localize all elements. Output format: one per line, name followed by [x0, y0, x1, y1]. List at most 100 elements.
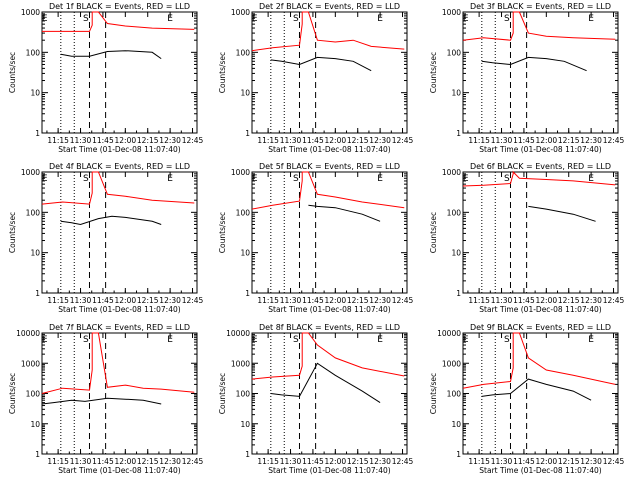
plot-frame [462, 11, 619, 134]
event-marker-label: E [252, 335, 258, 345]
y-tick-label: 100 [447, 48, 462, 57]
x-tick-label: 11:45 [513, 136, 535, 145]
events-series-line [60, 50, 162, 60]
y-tick-label: 1000 [231, 359, 250, 368]
event-marker-label: S [293, 174, 299, 184]
event-marker-label: E [377, 14, 383, 24]
x-axis-label: Start Time (01-Dec-08 11:07:40) [58, 466, 180, 475]
event-marker-label: E [377, 335, 383, 345]
event-marker-label: E [463, 14, 469, 24]
events-series-line [270, 362, 381, 404]
chart-panel-3: Det 3f BLACK = Events, RED = LLD Counts/s… [429, 2, 625, 154]
plot-frame [251, 332, 408, 455]
y-tick-label: 1000 [231, 168, 250, 177]
x-tick-label: 11:15 [47, 457, 69, 466]
y-axis-label: Counts/sec [218, 373, 227, 414]
y-axis-label: Counts/sec [218, 52, 227, 93]
x-tick-label: 12:45 [392, 296, 414, 305]
x-axis-label: Start Time (01-Dec-08 11:07:40) [268, 305, 390, 314]
events-series-line [528, 205, 596, 222]
event-marker-label: E [588, 335, 594, 345]
event-marker-label: S [504, 335, 510, 345]
lld-series-line [251, 332, 405, 380]
chart-title: Det 5f BLACK = Events, RED = LLD [259, 162, 400, 171]
chart-title: Det 7f BLACK = Events, RED = LLD [49, 323, 190, 332]
events-series-line [270, 56, 372, 72]
lld-series-line [462, 11, 616, 41]
x-tick-label: 12:30 [159, 136, 181, 145]
x-tick-label: 12:30 [159, 457, 181, 466]
x-tick-label: 12:30 [580, 457, 602, 466]
chart-title: Det 2f BLACK = Events, RED = LLD [259, 2, 400, 11]
event-marker-label: S [83, 14, 89, 24]
event-marker-label: E [167, 14, 173, 24]
x-tick-label: 12:00 [536, 136, 558, 145]
x-tick-label: 11:30 [70, 296, 92, 305]
x-tick-label: 12:00 [536, 296, 558, 305]
event-marker-label: E [42, 174, 48, 184]
event-marker-label: E [167, 174, 173, 184]
x-tick-label: 11:30 [280, 457, 302, 466]
y-tick-label: 1000 [442, 168, 461, 177]
x-tick-label: 12:30 [369, 296, 391, 305]
y-axis-label: Counts/sec [8, 52, 17, 93]
x-tick-label: 11:45 [92, 296, 114, 305]
events-series-line [60, 215, 162, 226]
x-tick-label: 12:15 [558, 457, 580, 466]
x-tick-label: 12:15 [137, 136, 159, 145]
lld-series-line [251, 171, 405, 210]
lld-series-line [462, 332, 616, 389]
chart-panel-7: Det 7f BLACK = Events, RED = LLD Counts/s… [8, 323, 204, 475]
y-axis-label: Counts/sec [8, 373, 17, 414]
x-tick-label: 12:30 [159, 296, 181, 305]
y-tick-label: 1000 [21, 168, 40, 177]
y-tick-label: 100 [236, 48, 251, 57]
y-tick-label: 100 [236, 208, 251, 217]
y-axis-label: Counts/sec [429, 212, 438, 253]
plot-frame [462, 171, 619, 294]
y-tick-label: 1 [245, 289, 250, 298]
x-tick-label: 12:15 [347, 296, 369, 305]
event-marker-label: S [504, 174, 510, 184]
x-tick-label: 11:30 [70, 136, 92, 145]
event-marker-label: S [83, 174, 89, 184]
y-axis-label: Counts/sec [429, 373, 438, 414]
x-tick-label: 11:30 [491, 457, 513, 466]
x-axis-label: Start Time (01-Dec-08 11:07:40) [479, 466, 601, 475]
plot-frame [41, 11, 198, 134]
events-series-line [308, 204, 381, 222]
y-tick-label: 1000 [442, 359, 461, 368]
y-tick-label: 100 [236, 390, 251, 399]
lld-series-line [41, 171, 195, 205]
x-tick-label: 12:45 [392, 457, 414, 466]
events-series-line [481, 378, 592, 401]
x-axis-label: Start Time (01-Dec-08 11:07:40) [479, 145, 601, 154]
x-tick-label: 11:15 [47, 136, 69, 145]
chart-panel-2: Det 2f BLACK = Events, RED = LLD Counts/s… [218, 2, 414, 154]
y-tick-label: 100 [26, 208, 41, 217]
y-tick-label: 10 [451, 249, 461, 258]
event-marker-label: E [377, 174, 383, 184]
x-tick-label: 11:30 [491, 296, 513, 305]
y-tick-label: 10000 [437, 329, 461, 338]
y-tick-label: 100 [26, 48, 41, 57]
y-tick-label: 1 [35, 289, 40, 298]
lld-series-line [251, 11, 405, 52]
event-marker-label: S [293, 14, 299, 24]
y-tick-label: 1000 [21, 359, 40, 368]
event-marker-label: S [504, 14, 510, 24]
x-tick-label: 12:15 [347, 136, 369, 145]
y-tick-label: 10 [451, 89, 461, 98]
y-axis-label: Counts/sec [218, 212, 227, 253]
x-tick-label: 11:15 [257, 457, 279, 466]
chart-panel-8: Det 8f BLACK = Events, RED = LLD Counts/s… [218, 323, 414, 475]
y-tick-label: 100 [26, 390, 41, 399]
x-tick-label: 12:00 [536, 457, 558, 466]
x-tick-label: 12:45 [603, 296, 625, 305]
x-tick-label: 12:00 [115, 296, 137, 305]
events-series-line [481, 56, 587, 72]
plot-frame [251, 171, 408, 294]
event-marker-label: E [252, 174, 258, 184]
x-tick-label: 12:45 [392, 136, 414, 145]
chart-title: Det 3f BLACK = Events, RED = LLD [470, 2, 611, 11]
